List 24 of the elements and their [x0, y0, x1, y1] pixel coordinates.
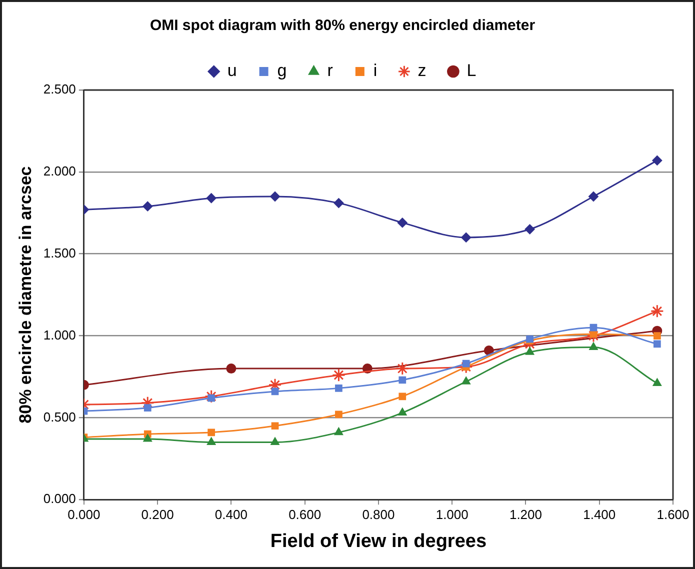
legend-label: i	[373, 61, 378, 80]
y-tick-label: 1.000	[43, 327, 76, 342]
x-tick-label: 0.800	[362, 506, 395, 522]
legend-label: u	[227, 61, 237, 80]
x-tick-label: 1.600	[656, 506, 690, 522]
legend-label: g	[277, 61, 287, 80]
y-axis-title: 80% encircle diametre in arcsec	[16, 166, 35, 424]
legend-label: r	[327, 61, 334, 80]
x-tick-label: 0.600	[288, 506, 322, 522]
x-tick-label: 0.200	[141, 506, 174, 522]
y-tick-label: 2.000	[43, 164, 76, 178]
legend-label: L	[466, 61, 476, 80]
legend-label: z	[418, 61, 426, 80]
x-tick-label: 1.400	[583, 506, 616, 522]
y-tick-label: 1.500	[43, 245, 76, 260]
x-tick-label: 0.000	[68, 506, 100, 522]
chart-title: OMI spot diagram with 80% energy encircled diameter	[150, 17, 536, 34]
x-tick-label: 0.400	[214, 506, 248, 522]
y-tick-label: 0.000	[43, 491, 76, 506]
x-tick-label: 1.200	[509, 506, 542, 522]
x-axis-title: Field of View in degrees	[270, 530, 487, 552]
y-tick-label: 0.500	[43, 409, 76, 424]
x-tick-label: 1.000	[436, 506, 468, 522]
y-tick-label: 2.500	[43, 82, 76, 97]
